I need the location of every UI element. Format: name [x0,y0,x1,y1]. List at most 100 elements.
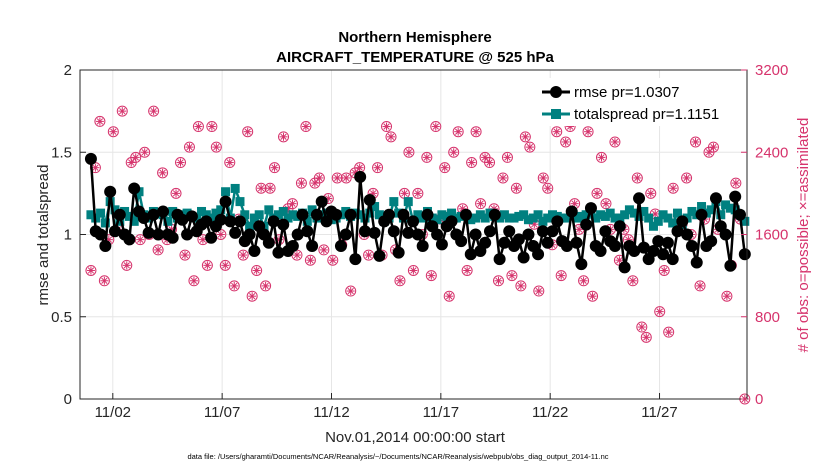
obs-count-point [372,162,384,174]
obs-count-point [183,141,195,153]
rmse-point [575,258,588,271]
obs-possible-circle [304,254,316,266]
rmse-point [108,225,121,238]
y2-tick-label: 2400 [755,144,788,161]
totalspread-point [663,213,673,223]
rmse-point [248,244,261,257]
rmse-point [652,235,665,248]
totalspread-point [658,210,668,220]
rmse-point [205,231,218,244]
rmse-point [498,236,511,249]
rmse-point [719,228,732,241]
rmse-point [435,238,448,251]
rmse-point [628,244,641,257]
obs-assimilated-star [571,200,578,207]
obs-assimilated-star [423,154,431,161]
rmse-point [128,182,141,195]
rmse-point [286,240,299,253]
obs-count-point [537,172,549,184]
obs-assimilated-star [459,205,466,212]
obs-possible-circle [152,244,164,256]
x-tick-label: 11/02 [95,404,131,421]
obs-assimilated-star [329,257,336,264]
obs-assimilated-star [643,334,650,341]
totalspread-point [413,210,423,220]
totalspread-point [283,213,293,223]
obs-possible-circle [175,157,187,169]
obs-possible-circle [385,131,397,143]
obs-possible-circle [121,259,133,271]
obs-possible-circle [139,146,151,158]
obs-possible-circle [690,136,702,148]
obs-assimilated-star [383,123,390,130]
rmse-point [661,236,674,249]
obs-assimilated-star [231,282,238,290]
rmse-point [243,228,256,241]
obs-count-point [595,151,607,163]
rmse-point [522,228,535,241]
obs-assimilated-star [499,174,507,182]
obs-possible-circle [157,167,169,179]
obs-count-point [242,126,254,138]
obs-count-point [510,182,522,194]
obs-assimilated-star [159,169,166,176]
obs-count-point [237,249,249,261]
obs-assimilated-star [446,293,453,300]
obs-assimilated-star [634,174,641,182]
obs-count-point [260,280,272,292]
obs-count-point [533,285,545,297]
obs-count-point [663,326,675,338]
rmse-point [570,236,583,249]
totalspread-point [634,211,644,221]
y-tick-label: 1 [64,227,72,244]
obs-assimilated-star [683,174,690,182]
rmse-point [657,248,670,261]
obs-count-point [519,131,531,143]
totalspread-point [389,197,399,207]
obs-assimilated-star [468,159,475,166]
obs-assimilated-star [647,190,654,197]
obs-count-point [251,264,263,276]
rmse-point [181,228,194,241]
obs-count-point [345,285,357,297]
obs-possible-circle [560,136,572,148]
totalspread-point [721,200,731,210]
obs-assimilated-star [240,251,247,259]
obs-possible-circle [439,162,451,174]
rmse-point [397,208,410,221]
obs-count-point [331,172,343,184]
axis-ticks [80,69,747,400]
obs-count-point [439,162,451,174]
obs-assimilated-star [405,149,413,156]
obs-count-point [170,187,182,199]
rmse-point [349,253,362,266]
rmse-point [157,205,170,218]
obs-count-point [636,321,648,333]
y2-tick-label: 0 [755,391,763,408]
totalspread-point [211,208,221,218]
rmse-point [383,208,396,221]
obs-assimilated-star [598,154,605,161]
legend-rmse-marker [550,86,562,98]
obs-count-point [246,290,258,302]
obs-assimilated-star [652,210,659,218]
totalspread-point [610,213,620,223]
obs-possible-circle [210,141,222,153]
obs-possible-circle [372,162,384,174]
obs-assimilated-star [320,246,328,254]
obs-assimilated-star [463,267,471,274]
obs-possible-circle [497,172,509,184]
obs-count-point [157,167,169,179]
totalspread-point [221,187,231,197]
y-tick-label: 2 [64,62,72,79]
obs-count-point [600,198,612,210]
totalspread-point [591,213,601,223]
obs-assimilated-star [208,123,216,130]
rmse-point [113,208,126,221]
obs-count-point [631,172,643,184]
obs-count-point [98,275,110,287]
obs-possible-circle [640,331,652,343]
obs-count-point [430,121,442,133]
obs-assimilated-star [137,236,144,243]
totalspread-point [230,183,240,193]
